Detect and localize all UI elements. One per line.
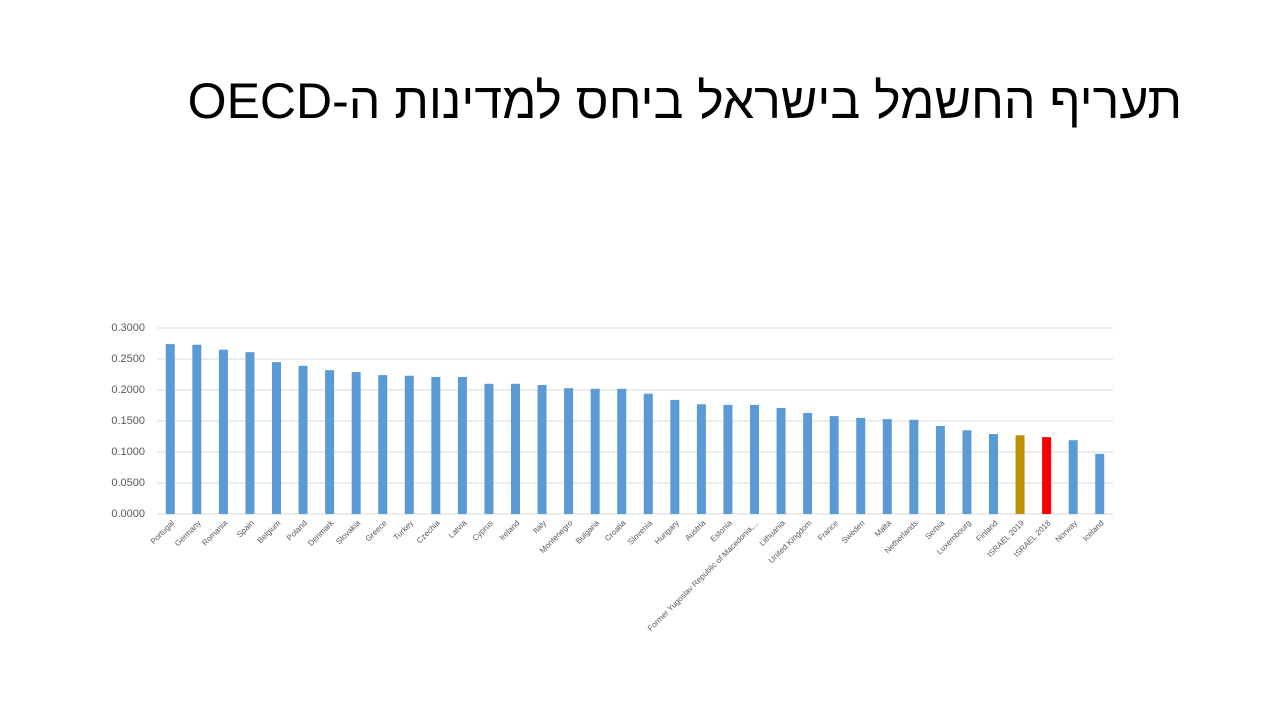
y-tick-label: 0.3000 xyxy=(111,322,145,334)
x-tick-label: Poland xyxy=(285,519,309,543)
bar xyxy=(245,352,255,514)
bar xyxy=(351,372,361,514)
bar xyxy=(856,417,866,514)
y-tick-label: 0.0500 xyxy=(111,477,145,489)
x-tick-label: Turkey xyxy=(392,519,415,542)
chart-title: תעריף החשמל בישראל ביחס למדינות ה-OECD xyxy=(187,73,1182,129)
x-tick-label: France xyxy=(816,518,840,542)
bar xyxy=(643,393,653,514)
bar xyxy=(564,388,574,514)
y-tick-label: 0.0000 xyxy=(111,508,145,520)
bar xyxy=(617,388,627,514)
y-tick-label: 0.1500 xyxy=(111,415,145,427)
bar xyxy=(750,404,759,514)
x-tick-label: Austria xyxy=(683,518,707,542)
y-tick-label: 0.1000 xyxy=(111,446,145,458)
x-tick-label: Latvia xyxy=(447,518,469,540)
x-tick-label: Greece xyxy=(364,518,389,543)
bar xyxy=(696,404,706,514)
x-tick-label: Sweden xyxy=(840,519,867,546)
y-tick-label: 0.2500 xyxy=(111,353,145,365)
x-tick-label: Estonia xyxy=(709,518,735,544)
x-tick-label: Malta xyxy=(873,518,894,539)
x-tick-label: Ireland xyxy=(498,519,522,543)
x-tick-label: Slovenia xyxy=(626,518,654,546)
bar xyxy=(378,375,388,514)
bar xyxy=(1068,440,1078,514)
x-tick-label: Finland xyxy=(974,519,999,544)
bar xyxy=(1015,435,1025,514)
x-tick-label: Norway xyxy=(1054,519,1080,545)
x-tick-label: Slovakia xyxy=(334,518,362,546)
bar xyxy=(325,370,335,514)
bar xyxy=(882,419,892,514)
bar xyxy=(457,376,467,514)
x-tick-label: Serbia xyxy=(924,518,947,541)
bar xyxy=(165,344,175,514)
x-tick-label: Czechia xyxy=(415,518,442,545)
bar xyxy=(218,349,228,514)
bar xyxy=(909,419,919,514)
bar xyxy=(431,376,441,514)
bar xyxy=(1095,453,1105,514)
bar xyxy=(272,362,281,514)
bar xyxy=(537,385,547,514)
y-tick-label: 0.2000 xyxy=(111,384,145,396)
x-tick-label: Belgium xyxy=(256,518,283,545)
x-tick-label: Croatia xyxy=(603,518,628,543)
x-tick-label: Germany xyxy=(173,519,203,549)
bar xyxy=(803,412,813,514)
x-tick-label: Italy xyxy=(531,519,548,536)
bar xyxy=(776,407,786,514)
bar xyxy=(962,430,972,514)
bar xyxy=(298,365,308,514)
x-tick-label: Hungary xyxy=(653,519,681,547)
x-tick-label: Denmark xyxy=(306,518,336,548)
bar xyxy=(484,383,494,514)
bar xyxy=(590,388,600,514)
bar xyxy=(989,434,998,514)
bar xyxy=(829,416,839,514)
x-tick-label: Iceland xyxy=(1081,519,1106,544)
x-tick-label: Romania xyxy=(200,518,229,547)
x-tick-label: Bulgaria xyxy=(574,518,602,546)
bar xyxy=(1042,437,1052,514)
bar xyxy=(723,404,733,514)
bar xyxy=(404,375,414,514)
x-tick-label: Cyprus xyxy=(471,519,495,543)
bar xyxy=(511,383,520,514)
bar xyxy=(192,344,202,514)
bar xyxy=(935,425,945,514)
bar xyxy=(670,399,680,514)
x-tick-label: Spain xyxy=(235,519,256,540)
